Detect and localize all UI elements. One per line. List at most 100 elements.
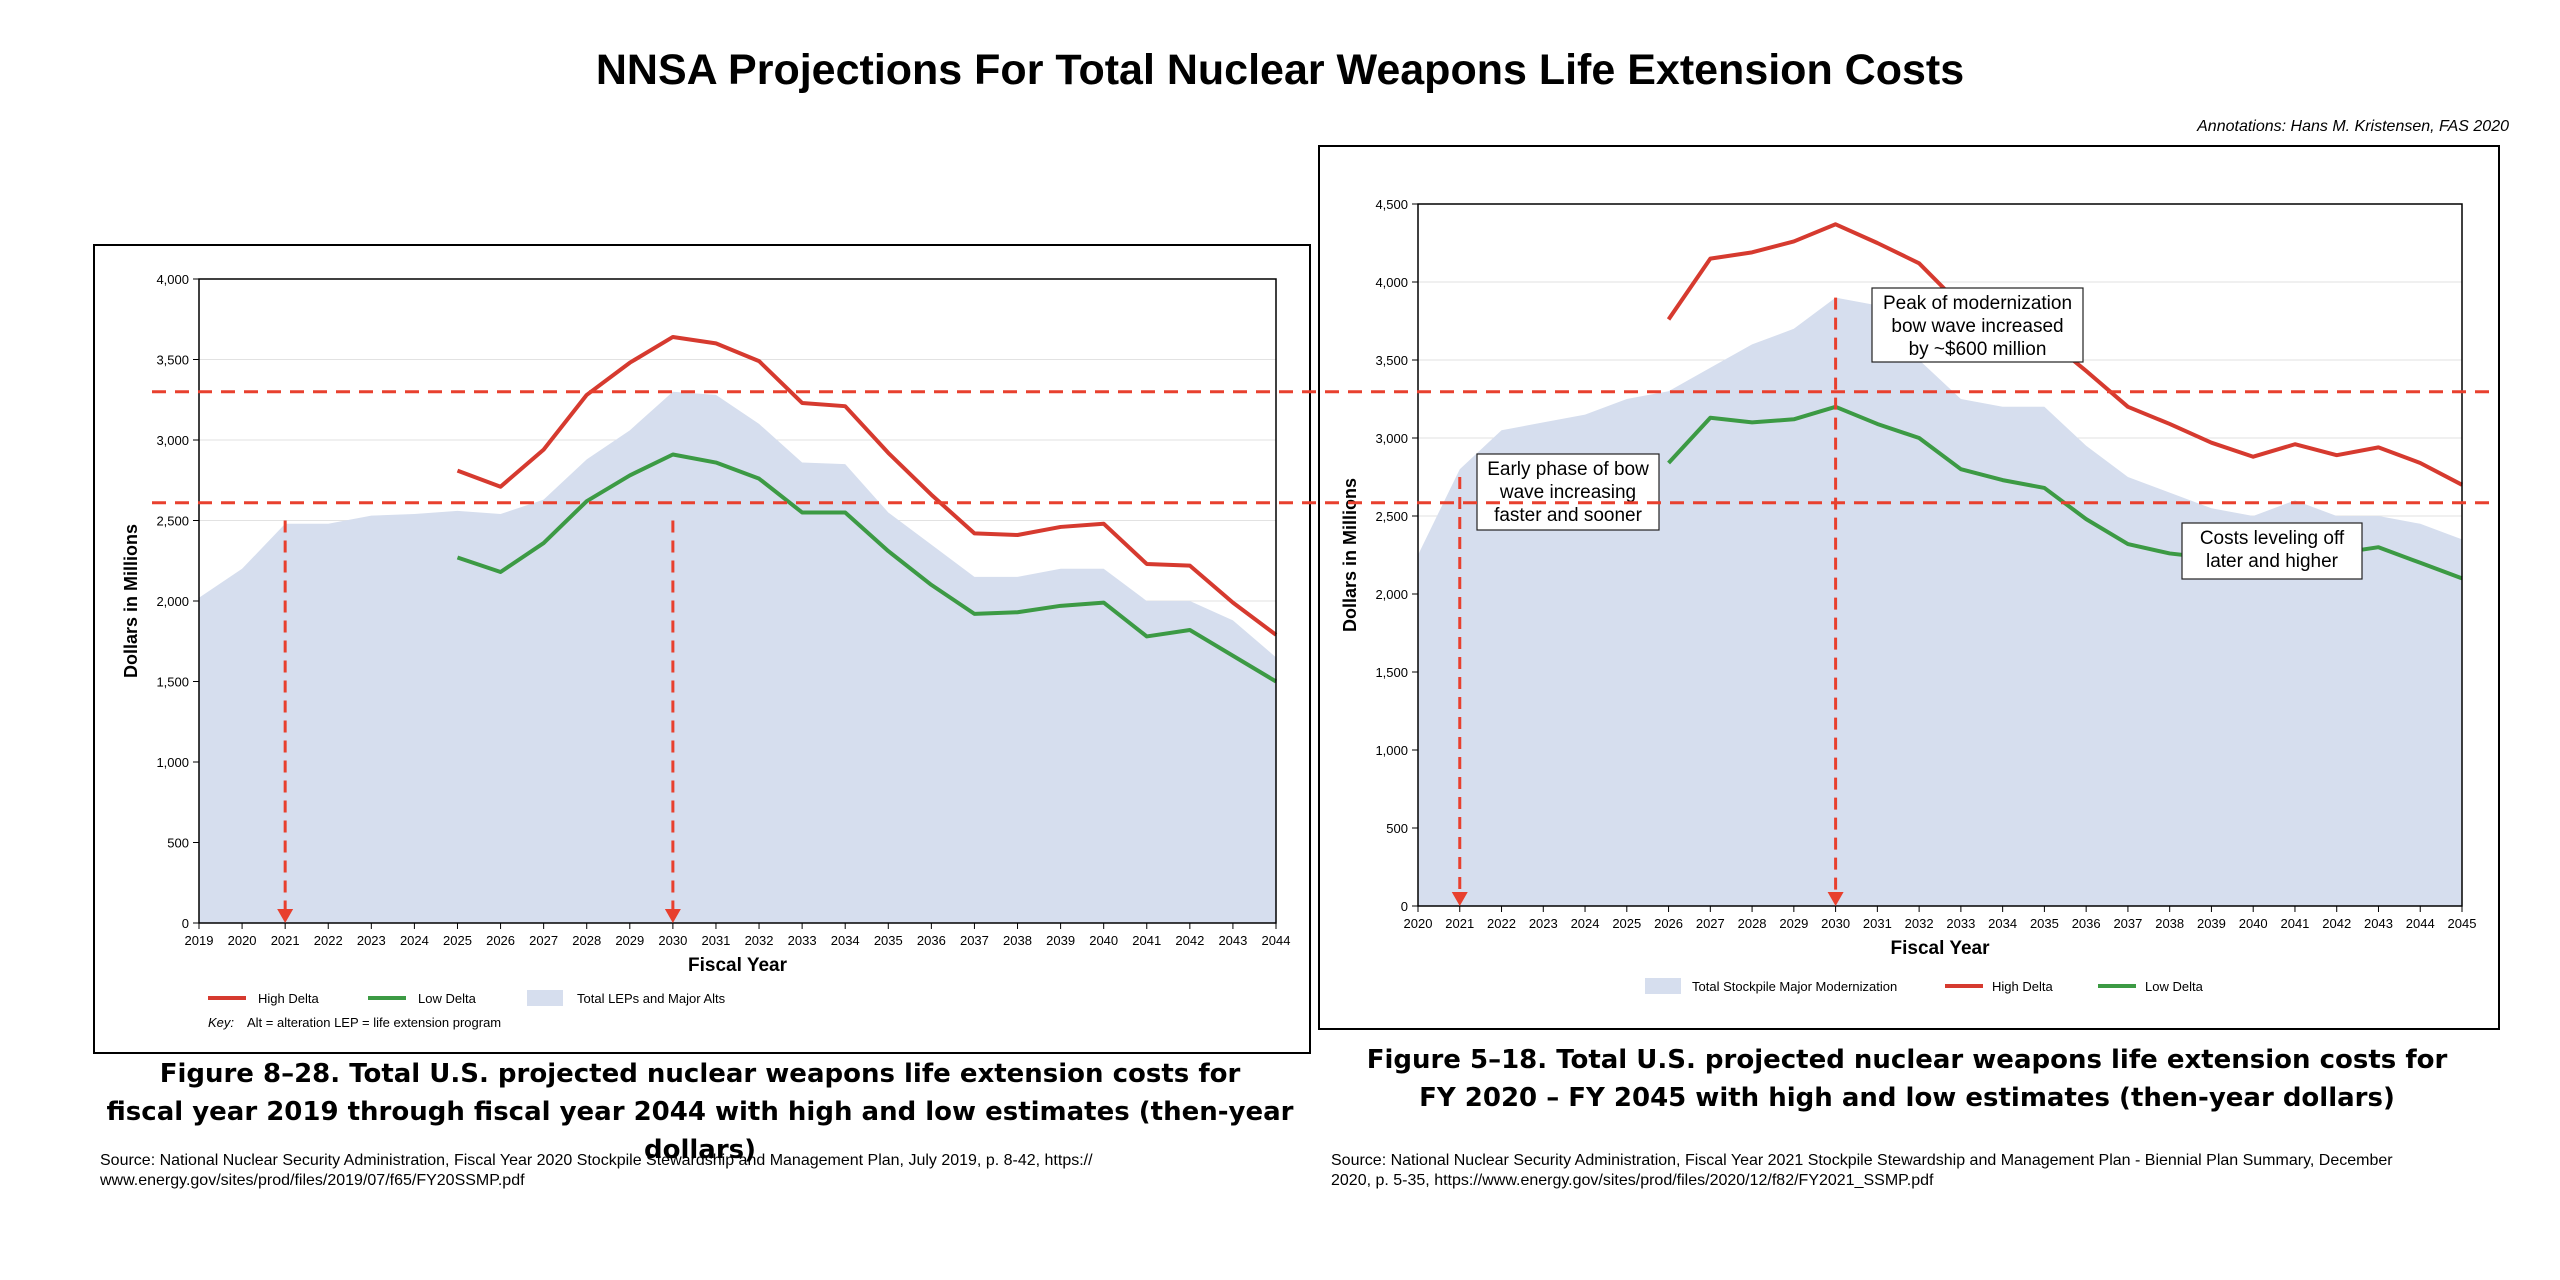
annotation-text: Costs leveling off <box>2200 528 2345 549</box>
right-caption-line-1: Figure 5–18. Total U.S. projected nuclea… <box>1366 1045 2448 1075</box>
x-tick-label: 2024 <box>1571 916 1600 931</box>
x-tick-label: 2045 <box>2448 916 2477 931</box>
x-tick-label: 2028 <box>572 933 601 948</box>
y-tick-label: 1,000 <box>1375 743 1408 758</box>
x-tick-label: 2029 <box>615 933 644 948</box>
area-series-total-leps-and-major-alts <box>199 391 1276 923</box>
left-source-note: Source: National Nuclear Security Admini… <box>100 1151 1300 1191</box>
x-tick-label: 2023 <box>357 933 386 948</box>
x-tick-label: 2020 <box>228 933 257 948</box>
right-source-line-2: 2020, p. 5-35, https://www.energy.gov/si… <box>1331 1172 1934 1189</box>
right-source-line-1: Source: National Nuclear Security Admini… <box>1331 1152 2393 1169</box>
annotation-text: bow wave increased <box>1891 316 2063 337</box>
x-tick-label: 2043 <box>1218 933 1247 948</box>
legend-label: Total Stockpile Major Modernization <box>1692 979 1897 994</box>
x-tick-label: 2035 <box>874 933 903 948</box>
plot-frame <box>1417 203 2463 907</box>
legend-label: Low Delta <box>2145 979 2204 994</box>
x-tick-label: 2021 <box>1445 916 1474 931</box>
y-axis-title: Dollars in Millions <box>121 524 141 678</box>
line-series-high-delta <box>456 334 1278 637</box>
line-series-low-delta <box>456 452 1278 684</box>
annotation-text: faster and sooner <box>1494 505 1643 526</box>
x-tick-label: 2022 <box>314 933 343 948</box>
y-tick-label: 1,500 <box>1375 665 1408 680</box>
y-tick-label: 0 <box>1401 899 1408 914</box>
x-tick-label: 2035 <box>2030 916 2059 931</box>
x-tick-label: 2033 <box>1946 916 1975 931</box>
annotation-text: later and higher <box>2206 551 2339 572</box>
left-source-line-1: Source: National Nuclear Security Admini… <box>100 1152 1093 1169</box>
x-tick-label: 2038 <box>1003 933 1032 948</box>
x-tick-label: 2040 <box>1089 933 1118 948</box>
x-tick-label: 2038 <box>2155 916 2184 931</box>
x-tick-label: 2026 <box>486 933 515 948</box>
annotation-text: Early phase of bow <box>1487 459 1649 480</box>
x-tick-label: 2021 <box>271 933 300 948</box>
x-tick-label: 2024 <box>400 933 429 948</box>
x-tick-label: 2033 <box>788 933 817 948</box>
right-chart: 0 500 1,000 1,500 2,000 2,500 3,000 3,500 4,000 4… <box>1340 197 2477 994</box>
x-tick-label: 2022 <box>1487 916 1516 931</box>
y-tick-label: 3,500 <box>1375 353 1408 368</box>
y-tick-label: 2,000 <box>1375 587 1408 602</box>
x-tick-label: 2036 <box>2072 916 2101 931</box>
x-tick-label: 2028 <box>1738 916 1767 931</box>
x-tick-label: 2026 <box>1654 916 1683 931</box>
x-tick-label: 2032 <box>1905 916 1934 931</box>
x-tick-label: 2025 <box>1612 916 1641 931</box>
y-tick-label: 4,000 <box>1375 275 1408 290</box>
left-chart: 0 500 1,000 1,500 2,000 2,500 3,000 3,500 4,000 2… <box>121 272 1291 1030</box>
right-figure-caption: Figure 5–18. Total U.S. projected nuclea… <box>1318 1041 2496 1117</box>
left-figure-caption: Figure 8–28. Total U.S. projected nuclea… <box>93 1055 1307 1169</box>
x-tick-label: 2041 <box>2280 916 2309 931</box>
y-tick-label: 2,500 <box>1375 509 1408 524</box>
y-tick-label: 1,000 <box>156 755 189 770</box>
annotation-arrow-head <box>664 909 681 923</box>
x-tick-label: 2031 <box>701 933 730 948</box>
right-chart-panel: 0 500 1,000 1,500 2,000 2,500 3,000 3,500 4,000 4… <box>1318 145 2500 1030</box>
y-tick-label: 500 <box>1386 821 1408 836</box>
right-caption-line-2: FY 2020 – FY 2045 with high and low esti… <box>1419 1083 2395 1113</box>
x-tick-label: 2029 <box>1779 916 1808 931</box>
x-tick-label: 2041 <box>1132 933 1161 948</box>
x-tick-label: 2034 <box>1988 916 2017 931</box>
x-tick-label: 2043 <box>2364 916 2393 931</box>
y-tick-label: 4,500 <box>1375 197 1408 212</box>
y-tick-label: 3,000 <box>156 433 189 448</box>
left-caption-line-1: Figure 8–28. Total U.S. projected nuclea… <box>159 1059 1241 1089</box>
y-tick-label: 4,000 <box>156 272 189 287</box>
x-tick-label: 2036 <box>917 933 946 948</box>
x-tick-label: 2027 <box>1696 916 1725 931</box>
y-tick-label: 0 <box>182 916 189 931</box>
x-tick-label: 2037 <box>2113 916 2142 931</box>
x-tick-label: 2040 <box>2239 916 2268 931</box>
x-tick-label: 2044 <box>1262 933 1291 948</box>
left-chart-panel: 0 500 1,000 1,500 2,000 2,500 3,000 3,500 4,000 2… <box>93 244 1311 1054</box>
annotation-credit: Annotations: Hans M. Kristensen, FAS 202… <box>2197 118 2509 135</box>
key-label: Key: <box>208 1015 234 1030</box>
annotation-arrow-head <box>1451 892 1468 906</box>
right-source-note: Source: National Nuclear Security Admini… <box>1331 1151 2531 1191</box>
x-tick-label: 2042 <box>2322 916 2351 931</box>
x-tick-label: 2023 <box>1529 916 1558 931</box>
x-tick-label: 2039 <box>1046 933 1075 948</box>
legend-label: High Delta <box>1992 979 2053 994</box>
key-text: Alt = alteration LEP = life extension pr… <box>247 1015 501 1030</box>
x-tick-label: 2020 <box>1404 916 1433 931</box>
left-source-line-2: www.energy.gov/sites/prod/files/2019/07/… <box>100 1172 525 1189</box>
x-tick-label: 2019 <box>185 933 214 948</box>
annotation-arrow-head <box>1827 892 1844 906</box>
page-title: NNSA Projections For Total Nuclear Weapo… <box>595 46 1965 94</box>
annotation-text: by ~$600 million <box>1909 339 2047 360</box>
y-tick-label: 2,000 <box>156 594 189 609</box>
left-caption-line-2: fiscal year 2019 through fiscal year 204… <box>106 1097 1294 1165</box>
legend-swatch <box>1645 978 1681 994</box>
legend-label: Total LEPs and Major Alts <box>577 991 726 1006</box>
x-tick-label: 2042 <box>1175 933 1204 948</box>
x-tick-label: 2032 <box>745 933 774 948</box>
annotation-text: wave increasing <box>1499 482 1636 503</box>
annotation-text: Peak of modernization <box>1883 293 2072 314</box>
x-axis-title: Fiscal Year <box>1891 938 1991 959</box>
